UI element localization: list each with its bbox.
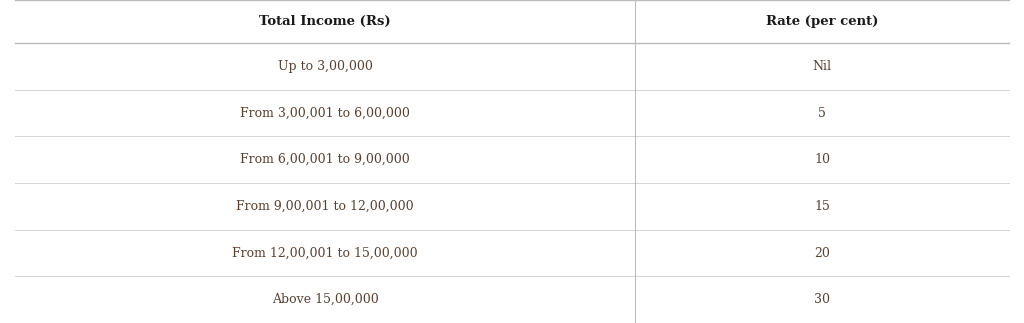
Text: 30: 30 xyxy=(814,293,830,306)
Text: 15: 15 xyxy=(814,200,829,213)
Text: 20: 20 xyxy=(814,246,829,259)
Text: From 12,00,001 to 15,00,000: From 12,00,001 to 15,00,000 xyxy=(232,246,418,259)
Text: 10: 10 xyxy=(814,153,830,166)
Text: Up to 3,00,000: Up to 3,00,000 xyxy=(278,60,373,73)
Text: Total Income (Rs): Total Income (Rs) xyxy=(259,15,391,28)
Text: 5: 5 xyxy=(818,107,826,120)
Text: Above 15,00,000: Above 15,00,000 xyxy=(271,293,379,306)
Text: Rate (per cent): Rate (per cent) xyxy=(766,15,879,28)
Text: From 3,00,001 to 6,00,000: From 3,00,001 to 6,00,000 xyxy=(240,107,410,120)
Text: Nil: Nil xyxy=(812,60,831,73)
Text: From 9,00,001 to 12,00,000: From 9,00,001 to 12,00,000 xyxy=(237,200,414,213)
Text: From 6,00,001 to 9,00,000: From 6,00,001 to 9,00,000 xyxy=(240,153,410,166)
